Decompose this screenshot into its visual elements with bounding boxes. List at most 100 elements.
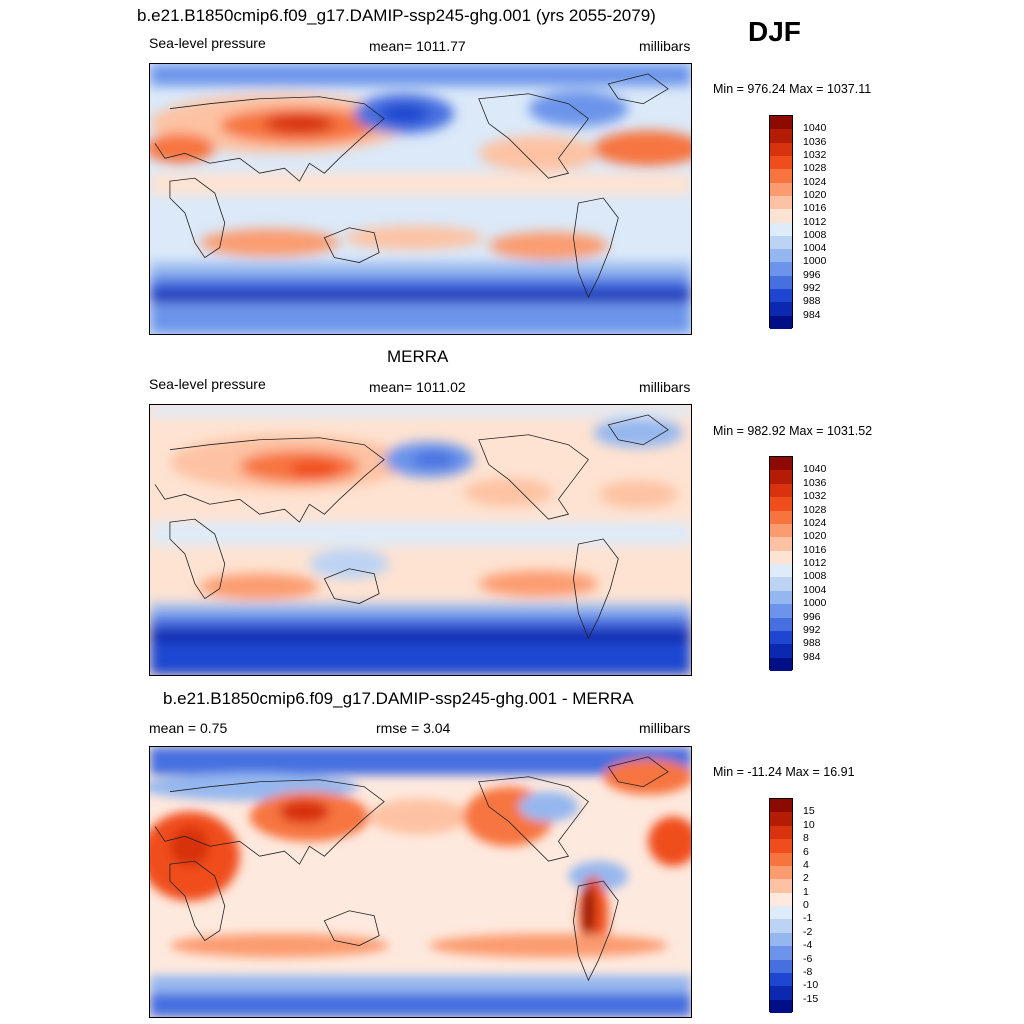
colorbar-swatch (770, 919, 792, 933)
colorbar-swatch (770, 222, 792, 236)
colorbar-swatch (770, 169, 792, 183)
panel-3-minmax: Min = -11.24 Max = 16.91 (713, 765, 855, 779)
colorbar-swatch (770, 457, 792, 471)
panel-1-minmax: Min = 976.24 Max = 1037.11 (713, 82, 872, 96)
colorbar-swatch (770, 523, 792, 538)
colorbar-swatch (770, 195, 792, 210)
panel-1-colorbar (769, 115, 793, 329)
colorbar-swatch (770, 262, 792, 276)
colorbar-tick-label: 1012 (803, 215, 827, 228)
colorbar-swatch (770, 116, 792, 130)
colorbar-swatch (770, 249, 792, 263)
colorbar-tick-label: -15 (803, 992, 819, 1005)
colorbar-tick-label: 1008 (803, 228, 827, 241)
colorbar-tick-label: 1000 (803, 255, 827, 268)
colorbar-tick-label: 4 (803, 858, 809, 871)
colorbar-tick-label: -4 (803, 939, 813, 952)
colorbar-tick-label: 10 (803, 818, 815, 831)
colorbar-swatch (770, 537, 792, 551)
colorbar-swatch (770, 946, 792, 960)
panel-2-map (149, 404, 692, 676)
panel-1-variable-label: Sea-level pressure (149, 35, 266, 51)
colorbar-tick-label: 15 (803, 805, 815, 818)
panel-2-variable-label: Sea-level pressure (149, 376, 266, 392)
panel-2-colorbar (769, 456, 793, 671)
colorbar-tick-label: -10 (803, 979, 819, 992)
colorbar-tick-label: 988 (803, 295, 821, 308)
panel-3-map (149, 746, 692, 1018)
colorbar-swatch (770, 155, 792, 170)
colorbar-swatch (770, 142, 792, 156)
colorbar-swatch (770, 604, 792, 618)
colorbar-swatch (770, 972, 792, 987)
panel-1-units-label: millibars (639, 38, 691, 54)
colorbar-tick-label: 1016 (803, 202, 827, 215)
colorbar-tick-label: -2 (803, 925, 813, 938)
panel-2-units-label: millibars (639, 379, 691, 395)
colorbar-tick-label: 1000 (803, 597, 827, 610)
colorbar-tick-label: 1036 (803, 476, 827, 489)
colorbar-tick-label: 1024 (803, 516, 827, 529)
colorbar-tick-label: -6 (803, 952, 813, 965)
panel-2-mean-label: mean= 1011.02 (369, 379, 466, 395)
panel-3-units-label: millibars (639, 720, 691, 736)
colorbar-tick-label: 996 (803, 610, 821, 623)
colorbar-swatch (770, 879, 792, 893)
colorbar-swatch (770, 999, 792, 1013)
colorbar-tick-label: 1032 (803, 148, 827, 161)
colorbar-swatch (770, 235, 792, 250)
panel-1-mean-label: mean= 1011.77 (369, 38, 466, 54)
colorbar-swatch (770, 577, 792, 591)
panel-2-title: MERRA (387, 347, 449, 366)
colorbar-tick-label: -1 (803, 912, 813, 925)
colorbar-tick-label: 2 (803, 872, 809, 885)
colorbar-swatch (770, 986, 792, 1000)
colorbar-swatch (770, 825, 792, 840)
colorbar-tick-label: 1012 (803, 557, 827, 569)
colorbar-tick-label: 1028 (803, 503, 827, 516)
colorbar-tick-label: 1020 (803, 530, 827, 543)
colorbar-tick-label: 1020 (803, 188, 827, 201)
colorbar-swatch (770, 590, 792, 605)
panel-3-title: b.e21.B1850cmip6.f09_g17.DAMIP-ssp245-gh… (163, 689, 634, 708)
colorbar-tick-label: 1036 (803, 135, 827, 148)
colorbar-swatch (770, 906, 792, 920)
colorbar-tick-label: 992 (803, 623, 821, 636)
colorbar-swatch (770, 129, 792, 143)
colorbar-tick-label: 1008 (803, 570, 827, 583)
colorbar-swatch (770, 799, 792, 813)
colorbar-swatch (770, 959, 792, 973)
colorbar-tick-label: 984 (803, 650, 821, 663)
colorbar-tick-label: 984 (803, 308, 821, 321)
season-label: DJF (748, 16, 801, 47)
colorbar-tick-label: 1024 (803, 175, 827, 188)
colorbar-swatch (770, 644, 792, 658)
colorbar-swatch (770, 852, 792, 866)
colorbar-tick-label: 0 (803, 899, 809, 911)
panel-3-rmse-label: rmse = 3.04 (376, 720, 451, 736)
colorbar-tick-label: 1004 (803, 583, 827, 596)
colorbar-swatch (770, 182, 792, 196)
colorbar-swatch (770, 839, 792, 853)
colorbar-swatch (770, 617, 792, 631)
panel-2-minmax: Min = 982.92 Max = 1031.52 (713, 424, 873, 438)
colorbar-tick-label: 1032 (803, 490, 827, 503)
colorbar-swatch (770, 289, 792, 303)
colorbar-swatch (770, 630, 792, 645)
colorbar-swatch (770, 657, 792, 671)
colorbar-swatch (770, 892, 792, 906)
colorbar-tick-label: 988 (803, 637, 821, 650)
colorbar-tick-label: 6 (803, 845, 809, 858)
panel-1-title: b.e21.B1850cmip6.f09_g17.DAMIP-ssp245-gh… (137, 6, 656, 25)
colorbar-tick-label: 1016 (803, 543, 827, 556)
colorbar-tick-label: 8 (803, 832, 809, 845)
colorbar-swatch (770, 483, 792, 498)
colorbar-swatch (770, 497, 792, 511)
colorbar-swatch (770, 209, 792, 223)
colorbar-swatch (770, 865, 792, 880)
colorbar-tick-label: 992 (803, 282, 821, 295)
colorbar-swatch (770, 315, 792, 329)
colorbar-swatch (770, 510, 792, 524)
colorbar-tick-label: 1040 (803, 463, 827, 476)
colorbar-tick-label: 1004 (803, 242, 827, 255)
